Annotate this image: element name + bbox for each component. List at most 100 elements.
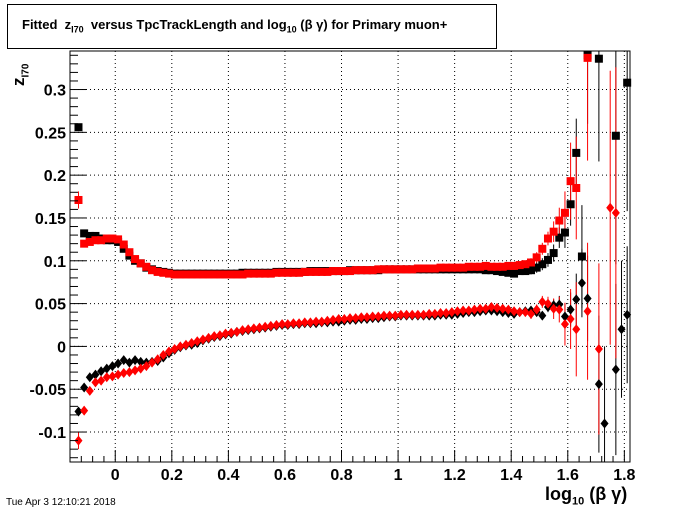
diamond-marker: [114, 358, 123, 369]
diamond-marker: [606, 202, 615, 213]
title-box: Fitted zI70 versus TpcTrackLength and lo…: [7, 4, 497, 49]
diamond-marker: [549, 303, 558, 314]
square-marker: [510, 261, 519, 270]
square-marker: [374, 265, 383, 274]
diamond-marker: [238, 325, 247, 336]
square-marker: [119, 240, 128, 249]
square-marker: [74, 123, 83, 132]
diamond-marker: [453, 306, 462, 317]
diamond-marker: [487, 302, 496, 313]
diamond-marker: [91, 369, 100, 380]
diamond-marker: [74, 435, 83, 446]
square-marker: [148, 266, 157, 275]
square-marker: [114, 235, 123, 244]
square-marker: [543, 255, 552, 264]
diamond-marker: [538, 296, 547, 307]
diamond-marker: [617, 324, 626, 335]
square-marker: [402, 265, 411, 274]
square-marker: [238, 270, 247, 279]
diamond-marker: [498, 303, 507, 314]
square-marker: [210, 270, 219, 279]
x-tick-label: 0: [111, 467, 120, 484]
diamond-marker: [312, 316, 321, 327]
square-marker: [300, 267, 309, 276]
diamond-marker: [521, 307, 530, 318]
diamond-marker: [577, 278, 586, 289]
diamond-marker: [555, 304, 564, 315]
square-marker: [555, 233, 564, 242]
y-axis-label-sub: I70: [20, 63, 32, 78]
square-marker: [159, 268, 168, 277]
square-marker: [543, 234, 552, 243]
square-marker: [459, 263, 468, 272]
diamond-marker: [210, 331, 219, 342]
diamond-marker: [543, 298, 552, 309]
square-marker: [232, 270, 241, 279]
square-marker: [193, 270, 202, 279]
square-marker: [176, 270, 185, 279]
x-tick-label: 0.4: [217, 467, 239, 484]
diamond-marker: [317, 316, 326, 327]
grid: [70, 51, 630, 462]
square-marker: [515, 261, 524, 270]
diamond-marker: [459, 305, 468, 316]
y-tick-label: -0.05: [30, 382, 67, 399]
square-marker: [611, 131, 620, 140]
square-marker: [453, 263, 462, 272]
square-marker: [97, 236, 106, 245]
square-marker: [323, 267, 332, 276]
diamond-marker: [408, 309, 417, 320]
plot-border: [69, 50, 631, 463]
diamond-marker: [385, 310, 394, 321]
diamond-marker: [272, 320, 281, 330]
title-prefix: Fitted: [22, 17, 58, 32]
diamond-marker: [611, 207, 620, 218]
square-marker: [379, 265, 388, 274]
square-marker: [91, 231, 100, 240]
square-marker: [572, 148, 581, 157]
square-marker: [623, 78, 632, 87]
square-marker: [306, 267, 315, 276]
square-marker: [244, 269, 253, 278]
diamond-marker: [131, 355, 140, 366]
diamond-marker: [436, 308, 445, 319]
square-marker: [289, 268, 298, 277]
square-marker: [419, 264, 428, 273]
diamond-marker: [362, 312, 371, 323]
diamond-marker: [493, 302, 502, 313]
square-marker: [532, 253, 541, 262]
square-marker: [266, 269, 275, 278]
diamond-marker: [583, 306, 592, 317]
y-tick-label: 0.1: [44, 254, 66, 271]
diamond-marker: [215, 330, 224, 341]
square-marker: [227, 270, 236, 279]
diamond-marker: [572, 294, 581, 305]
square-marker: [560, 208, 569, 217]
y-axis-label: zI70: [9, 64, 31, 86]
title-mid: versus TpcTrackLength and log: [90, 17, 287, 32]
square-marker: [295, 268, 304, 277]
square-marker: [187, 270, 196, 279]
square-marker: [255, 269, 264, 278]
diamond-marker: [346, 313, 354, 324]
plot-frame: [69, 50, 631, 463]
y-tick-label: 0.25: [35, 125, 66, 142]
datestamp: Tue Apr 3 12:10:21 2018: [6, 497, 116, 508]
diamond-marker: [396, 309, 405, 320]
diamond-marker: [566, 304, 575, 315]
axis-ticks: [69, 54, 625, 462]
square-marker: [215, 270, 224, 279]
diamond-marker: [476, 303, 485, 314]
diamond-marker: [114, 369, 123, 380]
diamond-marker: [300, 317, 309, 328]
square-marker: [153, 267, 162, 276]
diamond-marker: [295, 318, 304, 329]
diamond-marker: [283, 319, 292, 330]
x-tick-label: 1.2: [444, 467, 466, 484]
diamond-marker: [402, 309, 411, 320]
diamond-marker: [515, 307, 524, 318]
square-marker: [204, 270, 213, 279]
diamond-marker: [244, 324, 253, 335]
title-zsub: I70: [71, 24, 84, 35]
square-marker: [515, 267, 524, 276]
